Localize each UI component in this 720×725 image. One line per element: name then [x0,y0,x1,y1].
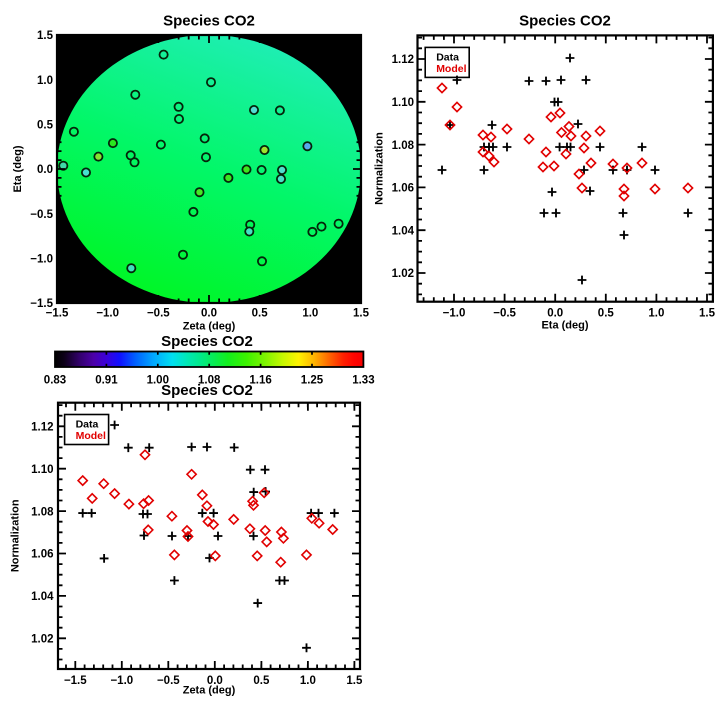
svg-text:1.5: 1.5 [346,675,363,687]
svg-text:1.08: 1.08 [31,506,54,518]
svg-text:1.0: 1.0 [300,675,316,687]
svg-text:Zeta (deg): Zeta (deg) [183,321,236,333]
svg-text:1.5: 1.5 [37,30,54,42]
svg-text:Model: Model [436,63,466,75]
svg-text:1.08: 1.08 [392,140,415,152]
svg-text:−1.5: −1.5 [46,307,69,319]
svg-text:0.91: 0.91 [95,375,118,387]
svg-text:0.83: 0.83 [44,375,66,387]
svg-text:−0.5: −0.5 [157,675,180,687]
svg-text:1.12: 1.12 [392,54,414,66]
svg-text:1.08: 1.08 [198,375,221,387]
svg-text:Species CO2: Species CO2 [161,333,253,350]
svg-text:Species CO2: Species CO2 [161,382,253,399]
svg-text:1.04: 1.04 [31,591,54,603]
svg-text:1.10: 1.10 [392,97,414,109]
svg-text:1.00: 1.00 [147,375,169,387]
svg-text:1.10: 1.10 [31,464,53,476]
svg-text:Zeta (deg): Zeta (deg) [183,685,236,697]
svg-text:0.0: 0.0 [201,307,217,319]
svg-text:−1.0: −1.0 [443,307,466,319]
svg-text:−0.5: −0.5 [30,209,53,221]
svg-text:0.5: 0.5 [253,675,270,687]
svg-text:−0.5: −0.5 [493,307,516,319]
svg-text:0.5: 0.5 [252,307,269,319]
svg-text:1.06: 1.06 [392,183,414,195]
svg-text:1.25: 1.25 [301,375,324,387]
svg-text:−0.5: −0.5 [147,307,170,319]
svg-text:Species CO2: Species CO2 [519,13,611,30]
svg-text:1.02: 1.02 [31,634,53,646]
svg-text:−1.0: −1.0 [110,675,133,687]
svg-text:−1.0: −1.0 [30,254,53,266]
svg-text:1.0: 1.0 [648,307,664,319]
svg-text:Model: Model [76,430,106,442]
svg-text:0.0: 0.0 [207,675,223,687]
svg-text:Data: Data [76,418,99,430]
svg-text:0.0: 0.0 [547,307,563,319]
svg-text:1.06: 1.06 [31,549,53,561]
svg-text:1.0: 1.0 [302,307,318,319]
svg-text:−1.5: −1.5 [30,298,53,310]
svg-text:0.5: 0.5 [598,307,615,319]
svg-text:1.16: 1.16 [249,375,271,387]
svg-text:1.02: 1.02 [392,268,414,280]
svg-text:Normalization: Normalization [10,499,22,572]
svg-text:1.5: 1.5 [699,307,716,319]
svg-text:1.04: 1.04 [392,225,415,237]
svg-text:Eta (deg): Eta (deg) [12,145,24,192]
svg-text:Eta (deg): Eta (deg) [541,320,588,332]
svg-text:1.0: 1.0 [37,75,53,87]
svg-text:1.5: 1.5 [353,307,370,319]
svg-text:Species CO2: Species CO2 [163,13,255,30]
svg-text:−1.5: −1.5 [64,675,87,687]
svg-text:0.0: 0.0 [37,164,53,176]
svg-text:1.33: 1.33 [352,375,374,387]
svg-text:0.5: 0.5 [37,120,54,132]
svg-text:Data: Data [436,51,459,63]
svg-text:Normalization: Normalization [374,132,386,205]
svg-text:1.12: 1.12 [31,422,53,434]
svg-text:−1.0: −1.0 [96,307,119,319]
